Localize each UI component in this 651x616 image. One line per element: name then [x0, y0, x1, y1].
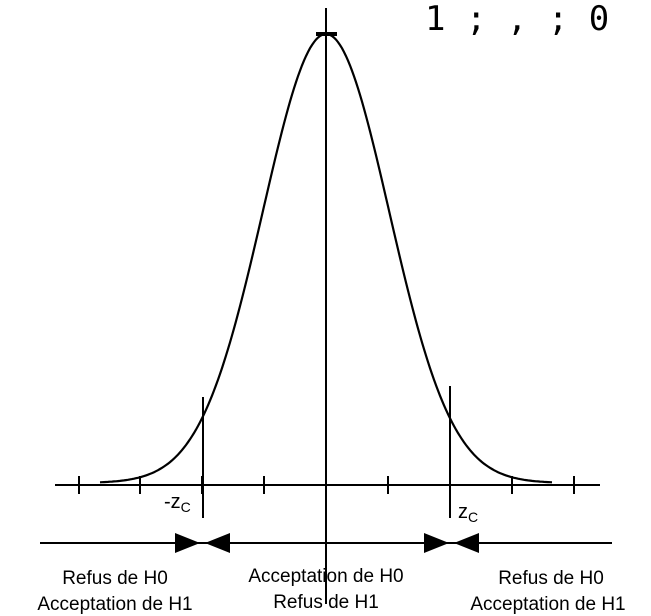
left-region-arrowhead — [175, 533, 200, 553]
left-region-label-line2: Acceptation de H1 — [37, 594, 192, 615]
center-region-label-line2: Refus de H1 — [273, 592, 379, 613]
right-critical-label: zC — [458, 501, 478, 525]
center-region-left-arrowhead — [205, 533, 230, 553]
top-text-fragment: 1 ; , ; 0 — [425, 0, 609, 39]
right-region-label-line1: Refus de H0 — [498, 568, 604, 589]
left-region-label-line1: Refus de H0 — [62, 568, 168, 589]
right-region-arrowhead — [454, 533, 479, 553]
center-region-right-arrowhead — [424, 533, 449, 553]
left-critical-label: -zC — [164, 491, 191, 515]
right-region-label-line2: Acceptation de H1 — [470, 594, 625, 615]
center-region-label-line1: Acceptation de H0 — [248, 566, 403, 587]
